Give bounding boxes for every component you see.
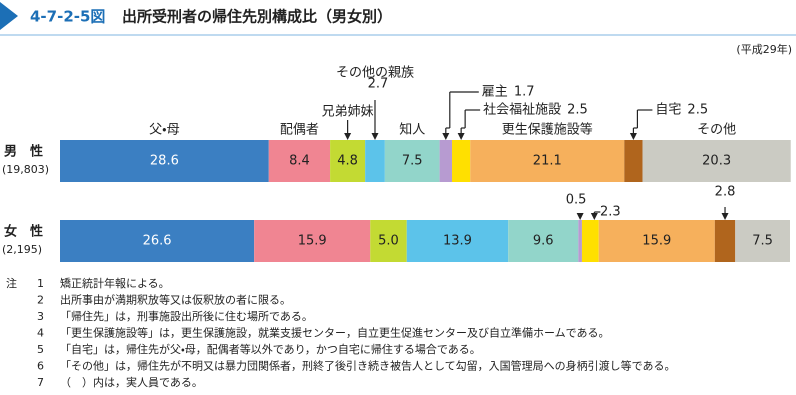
title-arrow bbox=[0, 2, 18, 30]
value-label: 20.3 bbox=[702, 154, 731, 169]
note-text: 出所事由が満期釈放等又は仮釈放の者に限る。 bbox=[60, 293, 291, 307]
note-text: （ ）内は，実人員である。 bbox=[60, 375, 203, 389]
segment-name: その他の親族 bbox=[336, 66, 414, 81]
bar-segment bbox=[581, 220, 599, 262]
note-text: 「帰住先」は，刑事施設出所後に住む場所である。 bbox=[60, 309, 313, 323]
chart-title: 出所受刑者の帰住先別構成比（男女別） bbox=[122, 8, 392, 26]
segment-name: 知人 bbox=[399, 122, 425, 138]
bar-segment bbox=[714, 220, 736, 262]
note-number: 1 bbox=[37, 277, 44, 290]
row-label: 男 性 bbox=[4, 144, 43, 160]
note-number: 6 bbox=[37, 360, 44, 373]
bar-segment bbox=[60, 140, 269, 182]
bar-segment bbox=[60, 220, 255, 262]
segment-name: 雇主 bbox=[482, 85, 508, 100]
value-label: 15.9 bbox=[298, 234, 327, 249]
leader-arrow bbox=[344, 133, 352, 140]
segment-name: 父・母 bbox=[149, 123, 179, 138]
bar-segment bbox=[578, 220, 582, 262]
value-label: 1.7 bbox=[514, 85, 535, 100]
leader-arrow bbox=[371, 133, 379, 140]
bar-segment bbox=[406, 220, 509, 262]
bar-segment bbox=[370, 220, 407, 262]
value-label: 2.8 bbox=[715, 185, 736, 200]
leader-arrow bbox=[457, 133, 465, 140]
segment-name: 自宅 bbox=[655, 103, 681, 118]
row-label: 女 性 bbox=[4, 224, 43, 240]
note-number: 7 bbox=[37, 376, 44, 389]
value-label: 7.5 bbox=[402, 154, 423, 169]
note-number: 2 bbox=[37, 294, 44, 307]
bar-segment bbox=[452, 140, 471, 182]
row-count: (19,803) bbox=[2, 163, 49, 176]
note-text: 「更生保護施設等」は，更生保護施設，就業支援センター，自立更生促進センター及び自… bbox=[60, 326, 610, 340]
bar-segment bbox=[508, 220, 579, 262]
value-label: 26.6 bbox=[143, 234, 172, 249]
bar-segment bbox=[439, 140, 453, 182]
note-text: 「その他」は，帰住先が不明又は暴力団関係者，刑終了後引き続き被告人として勾留，入… bbox=[60, 359, 676, 373]
value-label: 4.8 bbox=[337, 154, 358, 169]
subtitle: (平成29年) bbox=[736, 42, 792, 56]
value-label: 2.5 bbox=[687, 103, 708, 118]
bar-segment bbox=[268, 140, 331, 182]
bar-segment bbox=[470, 140, 625, 182]
segment-name: 更生保護施設等 bbox=[502, 122, 593, 138]
note-text: 「自宅」は，帰住先が父・母，配偶者等以外であり，かつ自宅に帰住する場合である。 bbox=[60, 342, 481, 356]
segment-name: 兄弟姉妹 bbox=[322, 105, 374, 120]
value-label: 7.5 bbox=[752, 234, 773, 249]
leader-arrow bbox=[629, 133, 637, 140]
value-label: 21.1 bbox=[533, 154, 562, 169]
segment-name: その他 bbox=[697, 123, 736, 138]
value-label: 28.6 bbox=[150, 154, 179, 169]
value-label: 13.9 bbox=[443, 234, 472, 249]
row-count: (2,195) bbox=[2, 243, 42, 256]
note-number: 3 bbox=[37, 310, 44, 323]
bar-segment bbox=[624, 140, 643, 182]
leader-arrow bbox=[590, 213, 598, 220]
bar-segment bbox=[365, 140, 385, 182]
leader-arrow bbox=[442, 133, 450, 140]
value-label: 0.5 bbox=[566, 193, 587, 208]
value-label: 5.0 bbox=[378, 234, 399, 249]
notes-label: 注 bbox=[6, 277, 17, 290]
value-label: 15.9 bbox=[642, 234, 671, 249]
leader-arrow bbox=[576, 213, 584, 220]
segment-name: 配偶者 bbox=[280, 123, 319, 138]
bar-segment bbox=[735, 220, 790, 262]
bar-segment bbox=[330, 140, 366, 182]
value-label: 2.5 bbox=[567, 103, 588, 118]
value-label: 8.4 bbox=[289, 154, 310, 169]
figure-number: 4-7-2-5図 bbox=[30, 8, 105, 26]
bar-segment bbox=[384, 140, 440, 182]
segment-name: 社会福祉施設 bbox=[483, 103, 561, 118]
bar-segment bbox=[254, 220, 371, 262]
bar-segment bbox=[642, 140, 791, 182]
value-label: 2.3 bbox=[600, 205, 621, 220]
note-text: 矯正統計年報による。 bbox=[60, 276, 170, 290]
leader-arrow bbox=[721, 213, 729, 220]
note-number: 4 bbox=[37, 327, 44, 340]
bar-segment bbox=[598, 220, 715, 262]
value-label: 9.6 bbox=[533, 234, 554, 249]
note-number: 5 bbox=[37, 343, 44, 356]
value-label: 2.7 bbox=[368, 77, 389, 92]
